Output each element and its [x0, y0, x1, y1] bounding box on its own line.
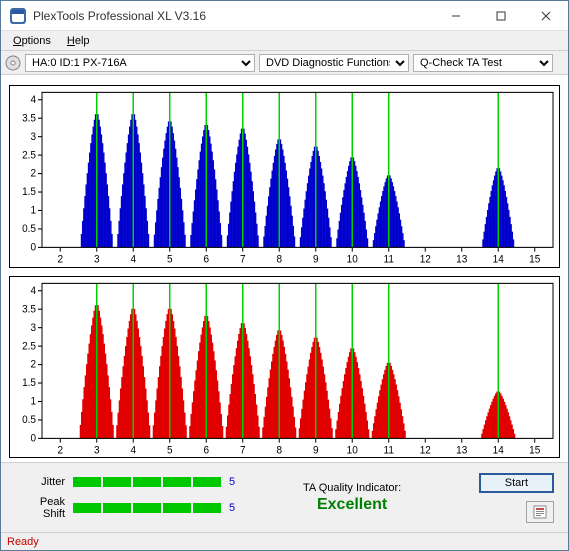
status-text: Ready — [7, 536, 39, 548]
disc-icon — [5, 55, 21, 71]
close-button[interactable] — [523, 1, 568, 30]
jitter-bars — [73, 477, 221, 487]
svg-text:8: 8 — [276, 254, 282, 265]
svg-text:11: 11 — [384, 254, 395, 265]
drive-select[interactable]: HA:0 ID:1 PX-716A — [25, 54, 255, 72]
svg-text:15: 15 — [529, 254, 540, 265]
svg-text:0: 0 — [30, 433, 36, 444]
test-select[interactable]: Q-Check TA Test — [413, 54, 553, 72]
quality-block: TA Quality Indicator: Excellent — [303, 482, 401, 514]
svg-text:6: 6 — [203, 254, 209, 265]
svg-text:2.5: 2.5 — [22, 341, 36, 352]
svg-text:1.5: 1.5 — [22, 377, 36, 388]
peak-label: Peak Shift — [15, 496, 65, 520]
svg-text:0.5: 0.5 — [22, 414, 36, 425]
svg-text:3: 3 — [30, 322, 36, 333]
peak-bars — [73, 503, 221, 513]
svg-text:2: 2 — [30, 169, 36, 180]
chart-bottom: 0 0.5 1 1.5 2 2.5 3 3.5 4 2 3 4 5 6 7 8 9 10 11 12 13 14 15 — [9, 276, 560, 459]
svg-text:2: 2 — [57, 445, 63, 456]
svg-text:6: 6 — [203, 445, 209, 456]
svg-text:11: 11 — [384, 445, 395, 456]
bottom-panel: Jitter 5 Peak Shift 5 TA Quality Indicat… — [1, 462, 568, 532]
svg-text:8: 8 — [276, 445, 282, 456]
svg-text:3: 3 — [94, 445, 100, 456]
svg-text:2: 2 — [30, 359, 36, 370]
meters: Jitter 5 Peak Shift 5 — [15, 476, 243, 520]
menubar: Options Help — [1, 31, 568, 51]
svg-text:5: 5 — [167, 445, 173, 456]
svg-text:2.5: 2.5 — [22, 150, 36, 161]
maximize-button[interactable] — [478, 1, 523, 30]
svg-text:14: 14 — [493, 254, 504, 265]
svg-text:3: 3 — [30, 132, 36, 143]
statusbar: Ready — [1, 532, 568, 550]
titlebar: PlexTools Professional XL V3.16 — [1, 1, 568, 31]
svg-text:4: 4 — [30, 285, 36, 296]
svg-text:15: 15 — [529, 445, 540, 456]
svg-text:1.5: 1.5 — [22, 187, 36, 198]
quality-value: Excellent — [317, 496, 387, 514]
start-button[interactable]: Start — [479, 473, 554, 493]
svg-text:4: 4 — [30, 95, 36, 106]
jitter-label: Jitter — [15, 476, 65, 488]
svg-text:7: 7 — [240, 445, 246, 456]
svg-text:14: 14 — [493, 445, 504, 456]
svg-text:12: 12 — [420, 445, 431, 456]
chart-top: 0 0.5 1 1.5 2 2.5 3 3.5 4 2 3 4 5 6 7 8 9 10 11 12 13 14 15 — [9, 85, 560, 268]
app-icon — [9, 7, 27, 25]
svg-text:9: 9 — [313, 254, 319, 265]
svg-text:3: 3 — [94, 254, 100, 265]
actions: Start — [479, 473, 554, 523]
svg-text:5: 5 — [167, 254, 173, 265]
svg-text:12: 12 — [420, 254, 431, 265]
jitter-value: 5 — [229, 476, 243, 488]
toolbar: HA:0 ID:1 PX-716A DVD Diagnostic Functio… — [1, 51, 568, 75]
svg-text:13: 13 — [456, 445, 467, 456]
quality-label: TA Quality Indicator: — [303, 482, 401, 494]
svg-text:9: 9 — [313, 445, 319, 456]
svg-text:1: 1 — [30, 396, 36, 407]
svg-text:4: 4 — [130, 254, 136, 265]
svg-text:3.5: 3.5 — [22, 113, 36, 124]
svg-text:10: 10 — [347, 254, 358, 265]
menu-options[interactable]: Options — [5, 33, 59, 49]
window-title: PlexTools Professional XL V3.16 — [33, 9, 433, 23]
minimize-button[interactable] — [433, 1, 478, 30]
jitter-row: Jitter 5 — [15, 476, 243, 488]
svg-text:4: 4 — [130, 445, 136, 456]
svg-text:7: 7 — [240, 254, 246, 265]
chart-area: 00.511.522.533.5423456789101112131415 00… — [1, 75, 568, 462]
svg-text:1: 1 — [30, 205, 36, 216]
svg-text:2: 2 — [57, 254, 63, 265]
svg-text:10: 10 — [347, 445, 358, 456]
peak-row: Peak Shift 5 — [15, 496, 243, 520]
menu-help[interactable]: Help — [59, 33, 98, 49]
svg-text:0: 0 — [30, 242, 36, 253]
peak-value: 5 — [229, 502, 243, 514]
svg-text:0.5: 0.5 — [22, 224, 36, 235]
svg-text:13: 13 — [456, 254, 467, 265]
save-report-button[interactable] — [526, 501, 554, 523]
svg-text:3.5: 3.5 — [22, 304, 36, 315]
function-select[interactable]: DVD Diagnostic Functions — [259, 54, 409, 72]
